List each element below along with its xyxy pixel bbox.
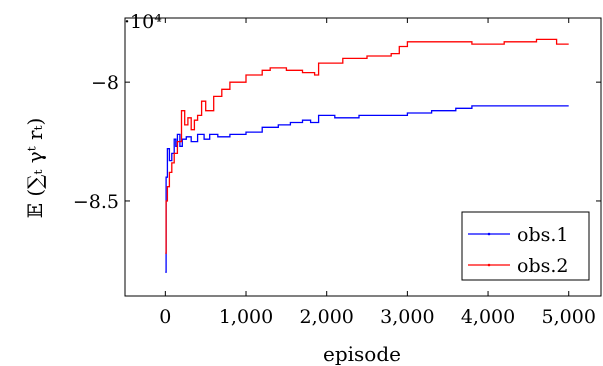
legend-box — [461, 211, 590, 281]
x-tick-label: 0 — [159, 306, 171, 328]
legend-label-obs2: obs.2 — [517, 255, 568, 277]
y-tick-label: −8.5 — [73, 191, 119, 213]
x-tick-label: 1,000 — [219, 306, 273, 328]
y-tick-label: −8 — [91, 72, 119, 94]
legend-marker-obs1 — [487, 232, 491, 236]
y-scale-label: ·10⁴ — [124, 11, 162, 33]
x-tick-label: 4,000 — [461, 306, 515, 328]
axis-ticks — [125, 18, 601, 296]
x-tick-label: 5,000 — [542, 306, 596, 328]
plot-lines — [165, 38, 569, 273]
legend: obs.1 obs.2 — [461, 211, 590, 281]
legend-label-obs1: obs.1 — [517, 224, 568, 246]
y-axis-label: 𝔼 (∑ₜ γᵗ rₜ) — [23, 118, 47, 219]
x-tick-label: 3,000 — [380, 306, 434, 328]
series-line-obs1 — [165, 105, 569, 273]
x-tick-label: 2,000 — [299, 306, 353, 328]
series-line-obs2 — [165, 38, 569, 254]
axis-tick-labels: 0 1,000 2,000 3,000 4,000 5,000 −8 −8.5 — [73, 72, 596, 328]
legend-marker-obs2 — [487, 263, 491, 267]
plot-frame — [124, 17, 602, 297]
x-axis-label: episode — [323, 342, 401, 366]
